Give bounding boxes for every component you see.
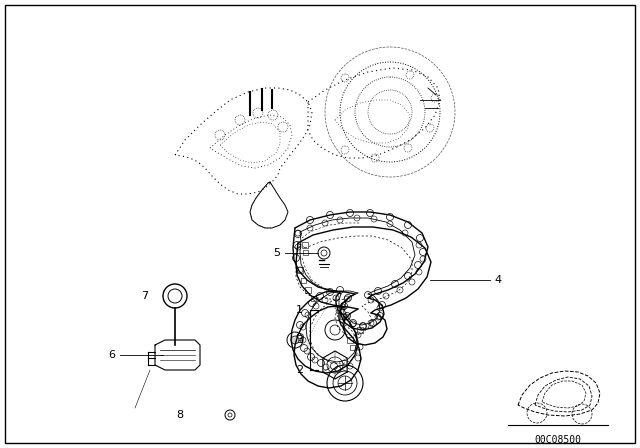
Text: 5: 5	[273, 248, 280, 258]
Bar	[301, 277, 305, 283]
Circle shape	[291, 336, 299, 344]
Text: 6: 6	[108, 350, 115, 360]
Text: 1: 1	[296, 305, 303, 315]
Text: 00C08500: 00C08500	[534, 435, 582, 445]
Bar	[305, 287, 311, 293]
Bar	[303, 250, 307, 254]
Text: 2: 2	[296, 365, 303, 375]
Text: 7: 7	[141, 291, 148, 301]
Bar	[357, 327, 363, 333]
Bar	[302, 242, 308, 248]
Bar	[297, 267, 303, 273]
Bar	[337, 307, 343, 313]
Text: 8: 8	[177, 410, 184, 420]
Text: 3: 3	[296, 335, 303, 345]
Text: 4: 4	[494, 275, 501, 285]
Bar	[310, 296, 316, 301]
Bar	[349, 345, 355, 349]
Bar	[339, 314, 344, 319]
Bar	[347, 337, 353, 343]
